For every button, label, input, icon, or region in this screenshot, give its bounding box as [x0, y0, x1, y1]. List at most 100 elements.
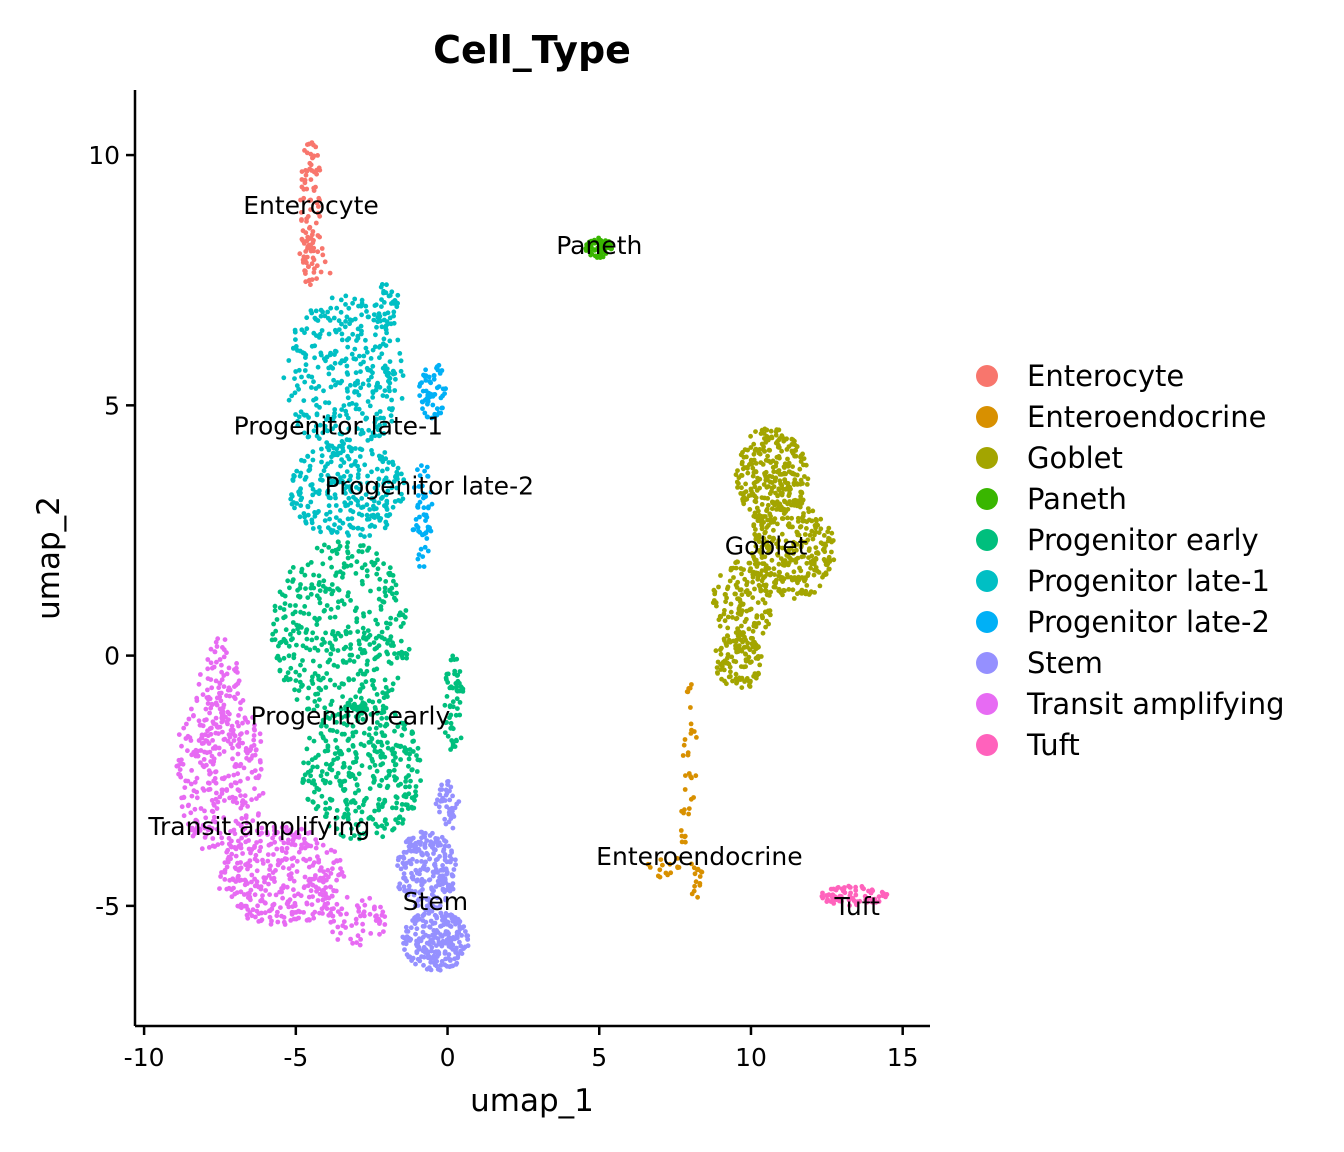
data-point	[327, 677, 333, 683]
data-point	[750, 644, 756, 650]
data-point	[689, 891, 695, 897]
data-point	[317, 663, 323, 669]
data-point	[345, 817, 351, 822]
data-point	[252, 892, 258, 898]
data-point	[377, 783, 382, 788]
data-point	[378, 607, 384, 612]
data-point	[375, 427, 381, 433]
data-point	[305, 595, 311, 600]
data-point	[307, 647, 313, 653]
data-point	[326, 503, 332, 509]
data-point	[718, 667, 724, 672]
data-point	[195, 753, 201, 759]
data-point	[274, 846, 280, 852]
data-point	[371, 498, 377, 504]
data-point	[221, 647, 227, 653]
data-point	[356, 467, 362, 473]
data-point	[435, 949, 441, 955]
data-point	[745, 447, 750, 453]
data-point	[364, 415, 370, 421]
data-point	[399, 491, 404, 497]
data-point	[366, 816, 372, 821]
data-point	[249, 847, 255, 853]
data-point	[214, 724, 220, 730]
data-point	[327, 270, 333, 276]
data-point	[354, 704, 360, 710]
data-point	[305, 454, 311, 459]
data-point	[365, 438, 371, 443]
data-point	[207, 710, 213, 716]
data-point	[382, 589, 388, 595]
data-point	[765, 550, 771, 556]
data-point	[773, 432, 779, 438]
data-point	[256, 884, 261, 890]
data-point	[425, 524, 431, 530]
data-point	[439, 798, 445, 804]
y-tick-label: 5	[104, 391, 120, 420]
data-point	[244, 730, 250, 735]
data-point	[368, 588, 373, 594]
data-point	[340, 694, 345, 699]
data-point	[335, 605, 341, 610]
data-point	[371, 317, 377, 323]
data-point	[440, 863, 445, 868]
data-point	[229, 894, 235, 900]
data-point	[743, 589, 749, 595]
data-point	[312, 315, 318, 321]
data-point	[201, 764, 207, 770]
data-point	[336, 318, 342, 324]
data-point	[374, 720, 380, 725]
data-point	[363, 337, 368, 343]
data-point	[203, 706, 209, 712]
data-point	[281, 840, 287, 846]
data-point	[417, 564, 422, 569]
data-point	[312, 782, 318, 787]
data-point	[804, 560, 810, 566]
data-point	[343, 631, 349, 637]
data-point	[291, 842, 297, 847]
data-point	[390, 591, 395, 597]
data-point	[465, 936, 470, 942]
data-point	[320, 717, 326, 723]
data-point	[457, 926, 463, 932]
data-point	[421, 962, 426, 968]
data-point	[436, 410, 442, 416]
data-point	[370, 347, 376, 353]
data-point	[338, 930, 343, 936]
data-point	[380, 909, 386, 915]
data-point	[785, 515, 790, 521]
data-point	[395, 337, 401, 343]
data-point	[303, 230, 309, 236]
data-point	[820, 895, 826, 901]
data-point	[384, 691, 389, 697]
data-point	[394, 800, 400, 806]
data-point	[366, 427, 372, 433]
data-point	[360, 411, 365, 416]
data-point	[313, 837, 319, 842]
data-point	[266, 842, 272, 848]
data-point	[387, 406, 392, 412]
data-point	[334, 877, 339, 883]
data-point	[398, 358, 404, 364]
data-point	[383, 817, 388, 822]
data-point	[291, 500, 296, 505]
data-point	[193, 829, 199, 835]
data-point	[321, 735, 326, 741]
data-point	[448, 684, 454, 690]
data-point	[341, 874, 347, 879]
data-point	[243, 813, 249, 818]
data-point	[766, 621, 771, 627]
data-point	[733, 591, 738, 597]
data-point	[330, 426, 335, 432]
data-point	[776, 544, 782, 550]
data-point	[305, 695, 311, 701]
data-point	[781, 511, 787, 516]
data-point	[830, 538, 836, 543]
data-point	[367, 403, 373, 409]
data-point	[332, 614, 338, 620]
data-point	[283, 850, 289, 855]
data-point	[249, 913, 255, 919]
data-point	[206, 741, 212, 746]
data-point	[876, 899, 882, 904]
data-point	[303, 630, 309, 635]
